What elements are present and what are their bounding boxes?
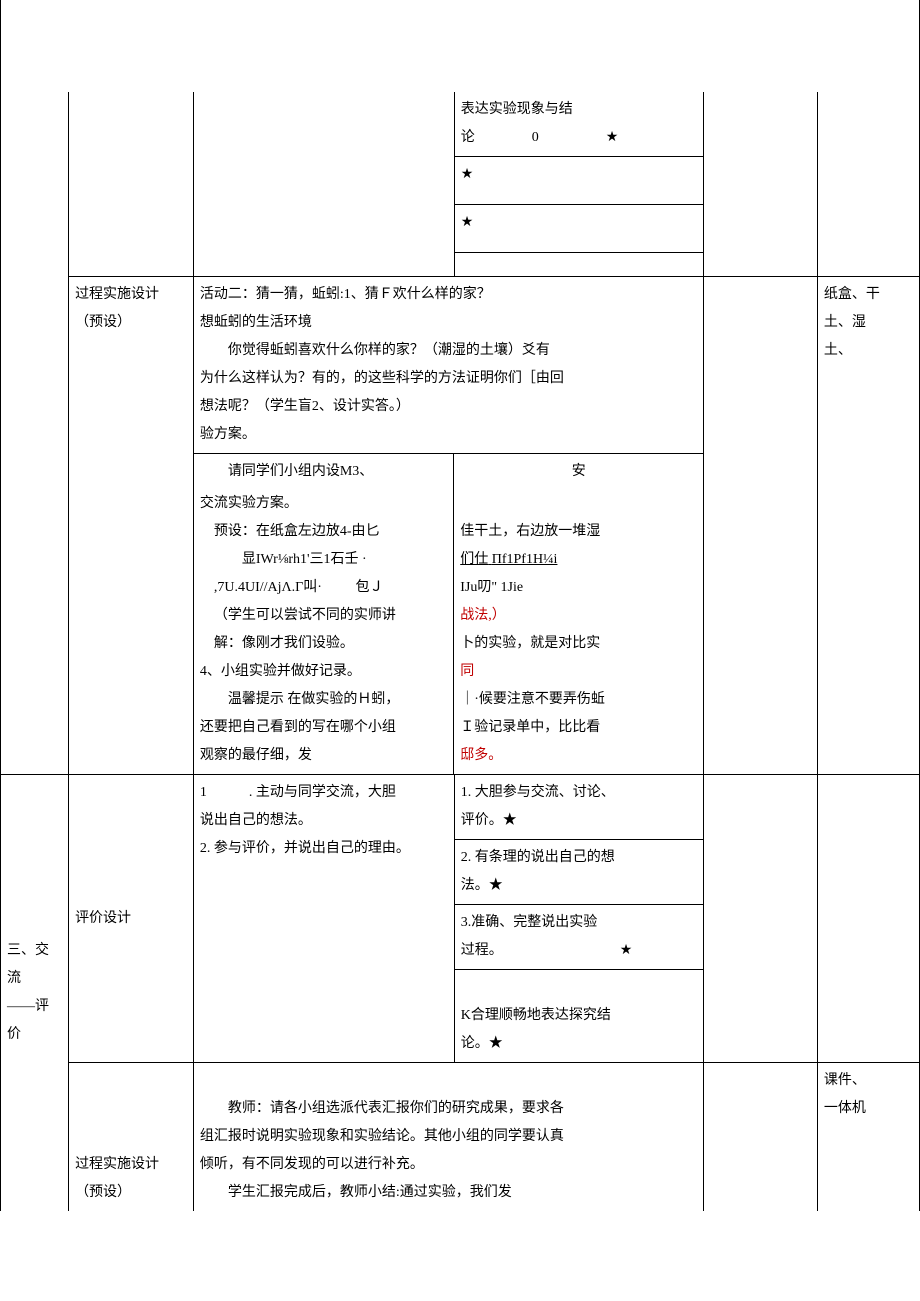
s2-line4: 为什么这样认为？有的，的这些科学的方法证明你们［由回 — [200, 371, 564, 386]
s3-item1: 1 . 主动与同学交流，大胆 — [200, 785, 396, 800]
star1: ★ — [461, 167, 474, 182]
s3-eval2b: 法。★ — [461, 878, 503, 893]
s2-line10: 显IWr⅛rh1'三1石壬 · — [242, 552, 367, 567]
s2-line16r: Ｉ验记录单中，比比看 — [460, 720, 600, 735]
s3p-line3: 倾听，有不同发现的可以进行补充。 — [200, 1157, 424, 1172]
eval-zero: 0 — [532, 130, 539, 145]
s2-line12: （学生可以尝试不同的实师讲 — [214, 608, 396, 623]
s2-line2: 想蚯蚓的生活环境 — [200, 315, 312, 330]
s2-line14: 4、小组实验并做好记录。 — [200, 664, 361, 679]
process-label-2: （预设） — [75, 315, 131, 330]
lesson-plan-table: 表达实验现象与结 论 0 ★ ★ ★ 过程实施设计 （预设） 活动二：猜一猜，蚯… — [0, 0, 920, 1211]
s3p-line2: 组汇报时说明实验现象和实验结论。其他小组的同学要认真 — [200, 1129, 564, 1144]
s2-line11b: 包Ｊ — [355, 580, 383, 595]
s2-line9r: 佳干土，右边放一堆湿 — [460, 524, 600, 539]
s3-eval1: 1. 大胆参与交流、讨论、 — [461, 785, 615, 800]
s2-line16: 还要把自己看到的写在哪个小组 — [200, 720, 396, 735]
eval-row-1: 表达实验现象与结 论 0 ★ — [1, 92, 920, 157]
s3p-col2-1: 过程实施设计 — [75, 1157, 159, 1172]
section3-process-row: 过程实施设计 （预设） 教师：请各小组选派代表汇报你们的研究成果，要求各 组汇报… — [1, 1063, 920, 1212]
s2-line3: 你觉得蚯蚓喜欢什么你样的家？（潮湿的土壤）爻有 — [228, 343, 550, 358]
s3p-line4: 学生汇报完成后，教师小结:通过实验，我们发 — [228, 1185, 512, 1200]
s3p-mat2: 一体机 — [824, 1101, 866, 1116]
s2-line14r: 同 — [460, 664, 474, 679]
s2-line11: ,7U.4UI//AjΛ.Γ叫· — [214, 580, 322, 595]
s3p-col2-2: （预设） — [75, 1185, 131, 1200]
s2-line7r: 安 — [572, 464, 586, 479]
activity2-row: 过程实施设计 （预设） 活动二：猜一猜，蚯蚓:1、猜Ｆ欢什么样的家？ 想蚯蚓的生… — [1, 277, 920, 775]
s2-line10r2: Пf1Pf1H¼i — [492, 552, 558, 567]
eval-text2: 论 — [461, 130, 475, 145]
s2-line15: 温馨提示 在做实验的Ｈ蚓， — [228, 692, 400, 707]
materials-1: 纸盒、干 — [824, 287, 880, 302]
s2-line17r: 邸多。 — [460, 748, 502, 763]
s3-eval3: 3.准确、完整说出实验 — [461, 915, 598, 930]
s2-line10r: 们仕 — [460, 552, 488, 567]
s2-line8: 交流实验方案。 — [200, 496, 298, 511]
s3-item1b: 说出自己的想法。 — [200, 813, 312, 828]
s2-line12r: 战法,） — [460, 608, 506, 623]
s2-line15r: ｜·候要注意不要弄伤蚯 — [460, 692, 605, 707]
process-label-1: 过程实施设计 — [75, 287, 159, 302]
s2-line6: 验方案。 — [200, 427, 256, 442]
s2-line13r: 卜的实验，就是对比实 — [460, 636, 600, 651]
spacer-row — [1, 0, 920, 92]
s2-line9: 预设：在纸盒左边放4-由匕 — [214, 524, 380, 539]
materials-3: 土、 — [824, 343, 852, 358]
s3p-line1: 教师：请各小组选派代表汇报你们的研究成果，要求各 — [228, 1101, 564, 1116]
s3-col1-2: ——评价 — [7, 999, 49, 1042]
activity-title: 活动二：猜一猜，蚯蚓:1、猜Ｆ欢什么样的家？ — [200, 287, 491, 302]
s3-eval4: K合理顺畅地表达探究结 — [461, 1008, 611, 1023]
s3-eval1b: 评价。★ — [461, 813, 517, 828]
s3-eval3b: 过程。 — [461, 943, 503, 958]
s3-col1-1: 三、交流 — [7, 943, 49, 986]
s3-eval3star: ★ — [620, 943, 633, 958]
s2-line17: 观察的最仔细，发 — [200, 748, 312, 763]
s2-line5: 想法呢？（学生盲2、设计实答。） — [200, 399, 410, 414]
s2-line13: 解：像刚才我们设验。 — [214, 636, 354, 651]
s3-item2: 2. 参与评价，并说出自己的理由。 — [200, 841, 410, 856]
s2-line11r: IJu叨" 1Jie — [460, 580, 523, 595]
section3-eval-row1: 三、交流 ——评价 评价设计 1 . 主动与同学交流，大胆 说出自己的想法。 2… — [1, 775, 920, 840]
eval-star: ★ — [606, 130, 619, 145]
s2-line7: 请同学们小组内设M3、 — [228, 464, 373, 479]
star2: ★ — [461, 215, 474, 230]
eval-text: 表达实验现象与结 — [461, 102, 573, 117]
s3p-mat1: 课件、 — [824, 1073, 866, 1088]
s3-eval4b: 论。★ — [461, 1036, 503, 1051]
s3-eval2: 2. 有条理的说出自己的想 — [461, 850, 615, 865]
s3-col2: 评价设计 — [75, 911, 131, 926]
materials-2: 土、湿 — [824, 315, 866, 330]
